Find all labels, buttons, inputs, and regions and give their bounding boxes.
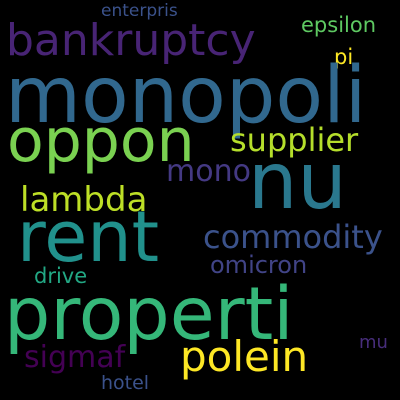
word-omicron: omicron xyxy=(210,251,308,279)
word-sigmaf: sigmaf xyxy=(24,340,126,375)
word-bankruptcy: bankruptcy xyxy=(6,15,256,66)
word-enterpris: enterpris xyxy=(101,1,178,21)
word-polein: polein xyxy=(180,332,309,381)
word-epsilon: epsilon xyxy=(301,13,377,37)
word-monopoli: monopoli xyxy=(5,51,367,141)
word-supplier: supplier xyxy=(230,121,359,159)
word-drive: drive xyxy=(34,264,88,288)
word-hotel: hotel xyxy=(101,372,150,394)
word-lambda: lambda xyxy=(20,180,148,220)
word-oppon: oppon xyxy=(7,106,195,176)
word-mono: mono xyxy=(166,154,251,189)
word-rent: rent xyxy=(17,196,160,278)
word-properti: properti xyxy=(4,272,294,357)
word-mu: mu xyxy=(359,332,388,353)
word-nu: nu xyxy=(248,137,347,227)
word-pi: pi xyxy=(334,45,354,69)
word-commodity: commodity xyxy=(203,218,383,256)
